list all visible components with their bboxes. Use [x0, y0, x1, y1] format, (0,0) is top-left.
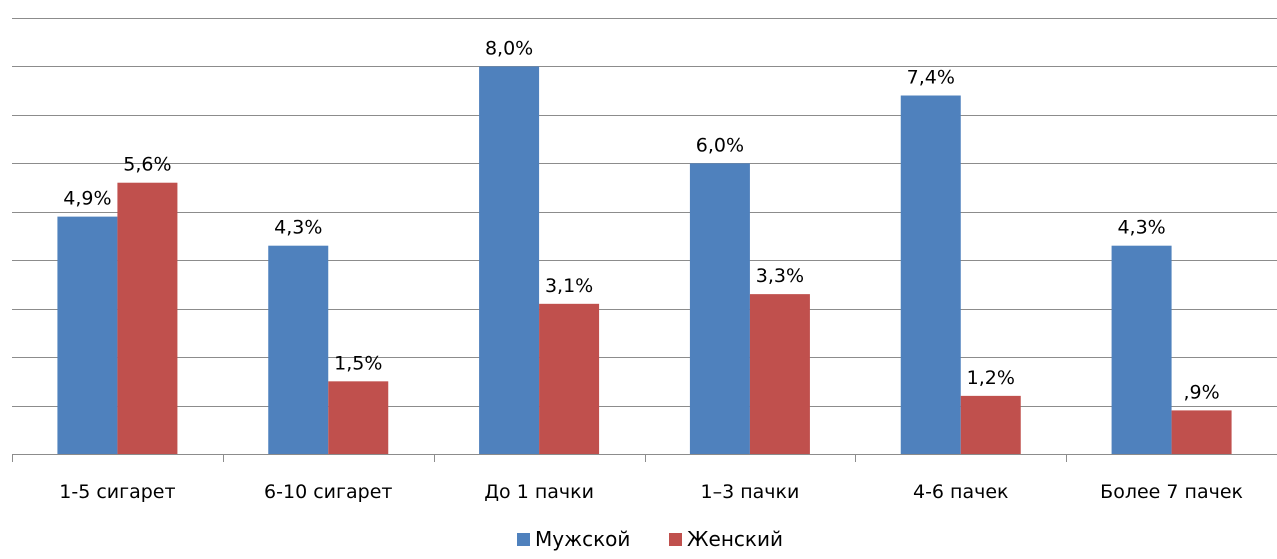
bar-male — [57, 216, 118, 454]
data-label: 7,4% — [907, 67, 955, 89]
legend-label: Мужской — [535, 527, 630, 551]
data-label: 4,9% — [63, 188, 111, 210]
bar-female — [117, 182, 178, 454]
category-label: 4-6 пачек — [913, 481, 1009, 503]
data-label: 4,3% — [274, 217, 322, 239]
data-label: 8,0% — [485, 37, 533, 59]
category-label: До 1 пачки — [484, 481, 594, 503]
data-label: 4,3% — [1117, 217, 1165, 239]
data-label: ,9% — [1183, 381, 1219, 403]
legend-swatch — [517, 533, 530, 546]
bar-female — [1171, 410, 1232, 454]
data-label: 1,5% — [334, 352, 382, 374]
category-label: Более 7 пачек — [1100, 481, 1243, 503]
bar-male — [900, 95, 961, 454]
bar-female — [328, 381, 389, 454]
data-label: 6,0% — [696, 134, 744, 156]
bar-male — [268, 245, 329, 454]
data-label: 1,2% — [967, 367, 1015, 389]
category-label: 1–3 пачки — [700, 481, 799, 503]
bar-female — [960, 395, 1021, 454]
bar-male — [479, 66, 540, 454]
bar-female — [749, 294, 810, 454]
bar-male — [1111, 245, 1172, 454]
bar-male — [689, 163, 750, 455]
legend-label: Женский — [687, 527, 783, 551]
category-label: 6-10 сигарет — [264, 481, 392, 503]
data-label: 3,1% — [545, 275, 593, 297]
legend-swatch — [669, 533, 682, 546]
bar-female — [539, 303, 600, 454]
data-label: 5,6% — [123, 154, 171, 176]
data-label: 3,3% — [756, 265, 804, 287]
category-label: 1-5 сигарет — [59, 481, 175, 503]
